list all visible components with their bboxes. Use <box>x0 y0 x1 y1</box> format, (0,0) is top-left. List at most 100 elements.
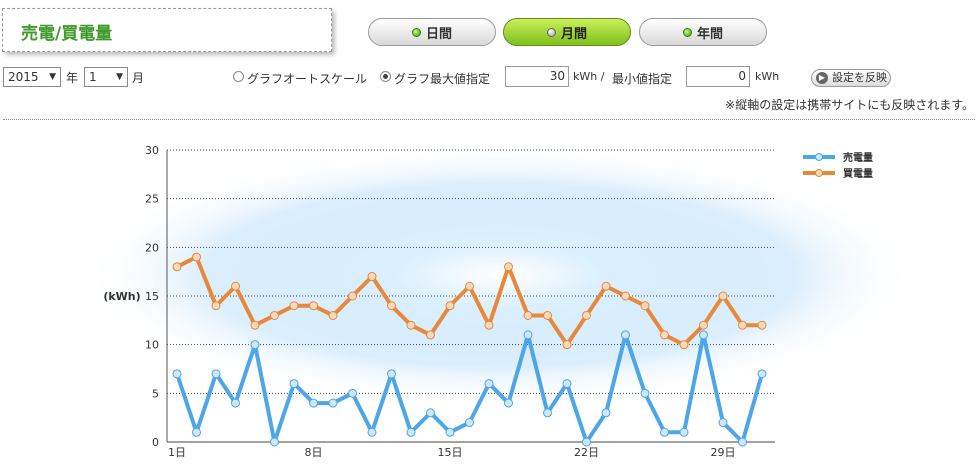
legend-label: 買電量 <box>843 167 873 180</box>
data-point <box>445 301 455 311</box>
chart-background-glow <box>80 145 920 405</box>
tab-yearly-label: 年間 <box>696 26 723 42</box>
data-point <box>211 301 221 311</box>
data-point <box>660 427 669 437</box>
data-point <box>523 330 533 340</box>
data-point <box>562 379 572 389</box>
data-point <box>328 310 338 320</box>
min-value-label: 最小値指定 <box>612 72 673 86</box>
tab-daily[interactable]: 日間 <box>368 18 496 46</box>
bullet-icon <box>682 27 692 37</box>
data-point <box>582 437 591 447</box>
tab-monthly-label: 月間 <box>560 26 587 42</box>
data-point <box>621 330 630 340</box>
y-axis-label: (kWh) <box>103 290 140 303</box>
data-point <box>757 320 767 330</box>
x-tick-label: 1日 <box>168 446 186 459</box>
max-value-input[interactable]: 30 <box>505 66 569 87</box>
min-value-input[interactable]: 0 <box>686 66 750 87</box>
data-point <box>328 398 338 408</box>
y-tick-label: 0 <box>152 436 159 449</box>
data-point <box>367 272 377 282</box>
data-point <box>504 262 513 272</box>
data-point <box>250 320 260 330</box>
data-point <box>757 369 767 379</box>
y-tick-label: 10 <box>145 339 159 352</box>
max-value-radio[interactable] <box>380 71 391 82</box>
divider <box>3 119 975 120</box>
data-point <box>348 388 357 398</box>
data-point <box>270 310 279 320</box>
apply-settings-label: 設定を反映 <box>832 71 887 84</box>
data-point <box>465 281 474 291</box>
data-point <box>406 427 416 437</box>
data-point <box>367 427 377 437</box>
data-point <box>679 340 689 350</box>
legend-marker <box>815 169 823 177</box>
data-point <box>562 340 572 350</box>
data-point <box>250 340 260 350</box>
data-point <box>699 330 708 340</box>
data-point <box>387 301 396 311</box>
max-unit-label: kWh / <box>573 70 605 83</box>
data-point <box>601 408 611 418</box>
year-select[interactable]: 2015 ▼ <box>3 67 61 87</box>
data-point <box>523 310 533 320</box>
x-tick-label: 22日 <box>574 446 599 459</box>
tab-daily-label: 日間 <box>425 26 452 42</box>
y-tick-label: 5 <box>152 387 159 400</box>
apply-settings-button[interactable]: ▶ 設定を反映 <box>811 69 891 87</box>
max-value-label: グラフ最大値指定 <box>394 72 491 86</box>
data-point <box>192 252 201 262</box>
data-point <box>660 330 669 340</box>
data-point <box>738 320 747 330</box>
settings-note: ※縦軸の設定は携帯サイトにも反映されます。 <box>725 98 974 112</box>
data-point <box>289 379 299 389</box>
bullet-icon <box>411 27 421 37</box>
data-point <box>601 281 611 291</box>
data-point <box>504 398 513 408</box>
chevron-down-icon: ▼ <box>49 72 56 82</box>
data-point <box>484 379 494 389</box>
page-title: 売電/買電量 <box>21 24 113 44</box>
x-tick-label: 29日 <box>711 446 736 459</box>
data-point <box>309 301 318 311</box>
tab-yearly[interactable]: 年間 <box>639 18 767 46</box>
auto-scale-radio[interactable] <box>233 71 244 82</box>
data-point <box>484 320 494 330</box>
data-point <box>640 388 650 398</box>
month-select[interactable]: 1 ▼ <box>84 67 128 87</box>
page-title-box: 売電/買電量 <box>2 8 332 52</box>
data-point <box>718 418 728 428</box>
x-tick-label: 15日 <box>438 446 463 459</box>
data-point <box>621 291 630 301</box>
data-point <box>543 408 552 418</box>
data-point <box>270 437 279 447</box>
y-tick-label: 15 <box>145 290 159 303</box>
data-point <box>465 418 474 428</box>
tab-monthly[interactable]: 月間 <box>503 18 631 46</box>
data-point <box>309 398 318 408</box>
year-select-value: 2015 <box>8 70 39 84</box>
auto-scale-label: グラフオートスケール <box>247 72 368 86</box>
legend-label: 売電量 <box>843 151 873 164</box>
data-point <box>699 320 708 330</box>
arrow-right-icon: ▶ <box>816 72 828 84</box>
chevron-down-icon: ▼ <box>116 72 123 82</box>
data-point <box>231 398 240 408</box>
month-unit-label: 月 <box>132 71 145 85</box>
data-point <box>543 310 552 320</box>
data-point <box>348 291 357 301</box>
data-point <box>426 408 435 418</box>
data-point <box>172 262 182 272</box>
data-point <box>738 437 747 447</box>
min-unit-label: kWh <box>755 70 780 83</box>
data-point <box>445 427 455 437</box>
bullet-icon <box>546 27 556 37</box>
y-tick-label: 30 <box>145 144 159 157</box>
data-point <box>172 369 182 379</box>
year-unit-label: 年 <box>66 71 79 85</box>
data-point <box>231 281 240 291</box>
data-point <box>192 427 201 437</box>
